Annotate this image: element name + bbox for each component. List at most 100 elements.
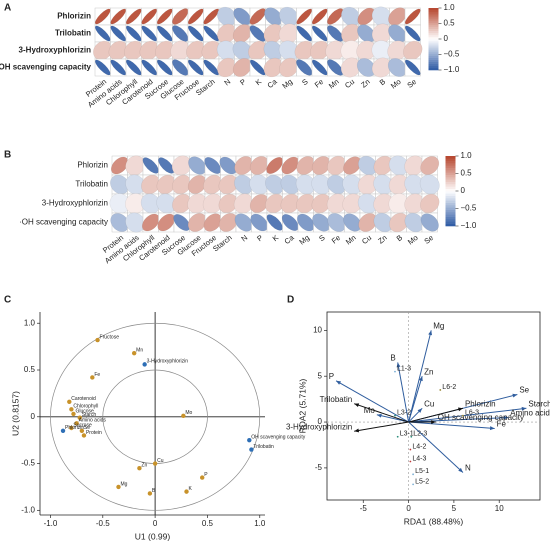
correlation-ellipse [170,40,191,61]
point-label: Sucrose [73,422,92,428]
correlation-ellipse [341,23,361,44]
point-label: Fructose [100,334,120,340]
colorbar-tick-label: 1.0 [444,3,456,12]
correlation-ellipse [142,213,160,232]
correlation-ellipse [218,174,238,195]
correlation-ellipse [280,174,300,195]
correlation-ellipse [295,174,316,195]
panel-label: D [287,295,294,306]
correlation-ellipse [233,193,254,214]
colorbar-step [445,174,456,178]
arrow-label: Se [519,386,529,395]
arrow-label: Zn [424,367,433,376]
arrow [408,330,432,423]
correlation-ellipse [278,40,299,61]
correlation-ellipse [93,40,113,61]
correlation-ellipse [139,40,159,61]
arrow-head [458,467,463,473]
point [439,389,442,391]
correlation-ellipse [172,193,192,214]
point [147,491,153,496]
point-label: Mo [185,410,192,416]
correlation-ellipse [264,7,283,26]
correlation-ellipse [388,7,407,26]
arrow-head [503,415,509,420]
colorbar-step [445,200,456,203]
correlation-ellipse [203,25,219,42]
correlation-ellipse [371,23,392,44]
category-label: K [254,77,263,87]
correlation-ellipse [327,8,344,25]
arrow-head [418,376,423,382]
correlation-ellipse [279,57,299,78]
category-label: Mo [406,233,420,247]
colorbar-step [445,177,456,180]
point-label: 3-Hydroxyphlorizin [147,359,189,365]
correlation-ellipse [95,25,111,42]
correlation-ellipse [296,59,313,76]
correlation-ellipse [155,40,175,61]
reference-circle [50,322,261,511]
correlation-ellipse [217,23,237,44]
correlation-ellipse [389,212,409,233]
point-label: Fe [94,372,100,378]
x-tick-label: 1.0 [254,519,266,528]
arrow-head [417,408,423,413]
correlation-ellipse [156,193,177,214]
correlation-ellipse [110,59,126,76]
arrow-head [376,413,382,418]
correlation-ellipse [204,157,222,174]
y-axis-label: RDA2 (5.71%) [297,378,307,433]
colorbar-tick-label: −0.5 [444,50,460,59]
correlation-ellipse [141,174,161,195]
point [249,447,254,452]
x-tick-label: 0 [406,504,411,513]
correlation-ellipse [187,175,207,194]
correlation-ellipse [140,193,161,214]
correlation-ellipse [141,59,157,76]
correlation-ellipse [343,156,362,175]
colorbar-step [428,18,439,21]
correlation-ellipse [250,213,268,232]
point [409,448,412,451]
colorbar-step [445,188,456,192]
correlation-ellipse [110,174,130,195]
correlation-ellipse [126,59,142,76]
arrow-label: OH scavenging capacity [438,413,524,422]
colorbar-step [428,55,439,58]
correlation-ellipse [219,156,237,175]
correlation-ellipse [266,214,283,231]
correlation-ellipse [358,155,378,176]
colorbar-step [428,65,439,69]
correlation-ellipse [110,8,126,25]
colorbar-tick-label: 0 [461,186,466,195]
arrow-label: Cu [424,399,434,408]
colorbar-step [445,172,456,175]
category-label: Mn [344,233,358,247]
point [95,337,100,343]
correlation-ellipse [203,59,219,76]
correlation-ellipse [172,25,189,42]
category-label: Fe [313,77,325,89]
arrow-head [428,330,433,336]
correlation-ellipse [108,40,128,61]
point [67,399,72,405]
y-tick-label: 0 [318,417,323,426]
colorbar-step [428,14,439,17]
y-tick-label: 0.5 [24,365,36,374]
point-label: L5-2 [415,478,429,485]
point [200,475,205,480]
colorbar-tick-label: −1.0 [444,65,460,74]
colorbar-step [445,158,456,161]
correlation-ellipse [296,156,316,175]
category-label: B [395,233,404,243]
correlation-ellipse [281,214,299,231]
point [247,437,252,443]
arrow-label: P [329,372,334,381]
category-label: Ca [283,233,297,247]
correlation-ellipse [266,157,284,174]
correlation-ellipse [419,174,440,195]
point [396,435,399,438]
